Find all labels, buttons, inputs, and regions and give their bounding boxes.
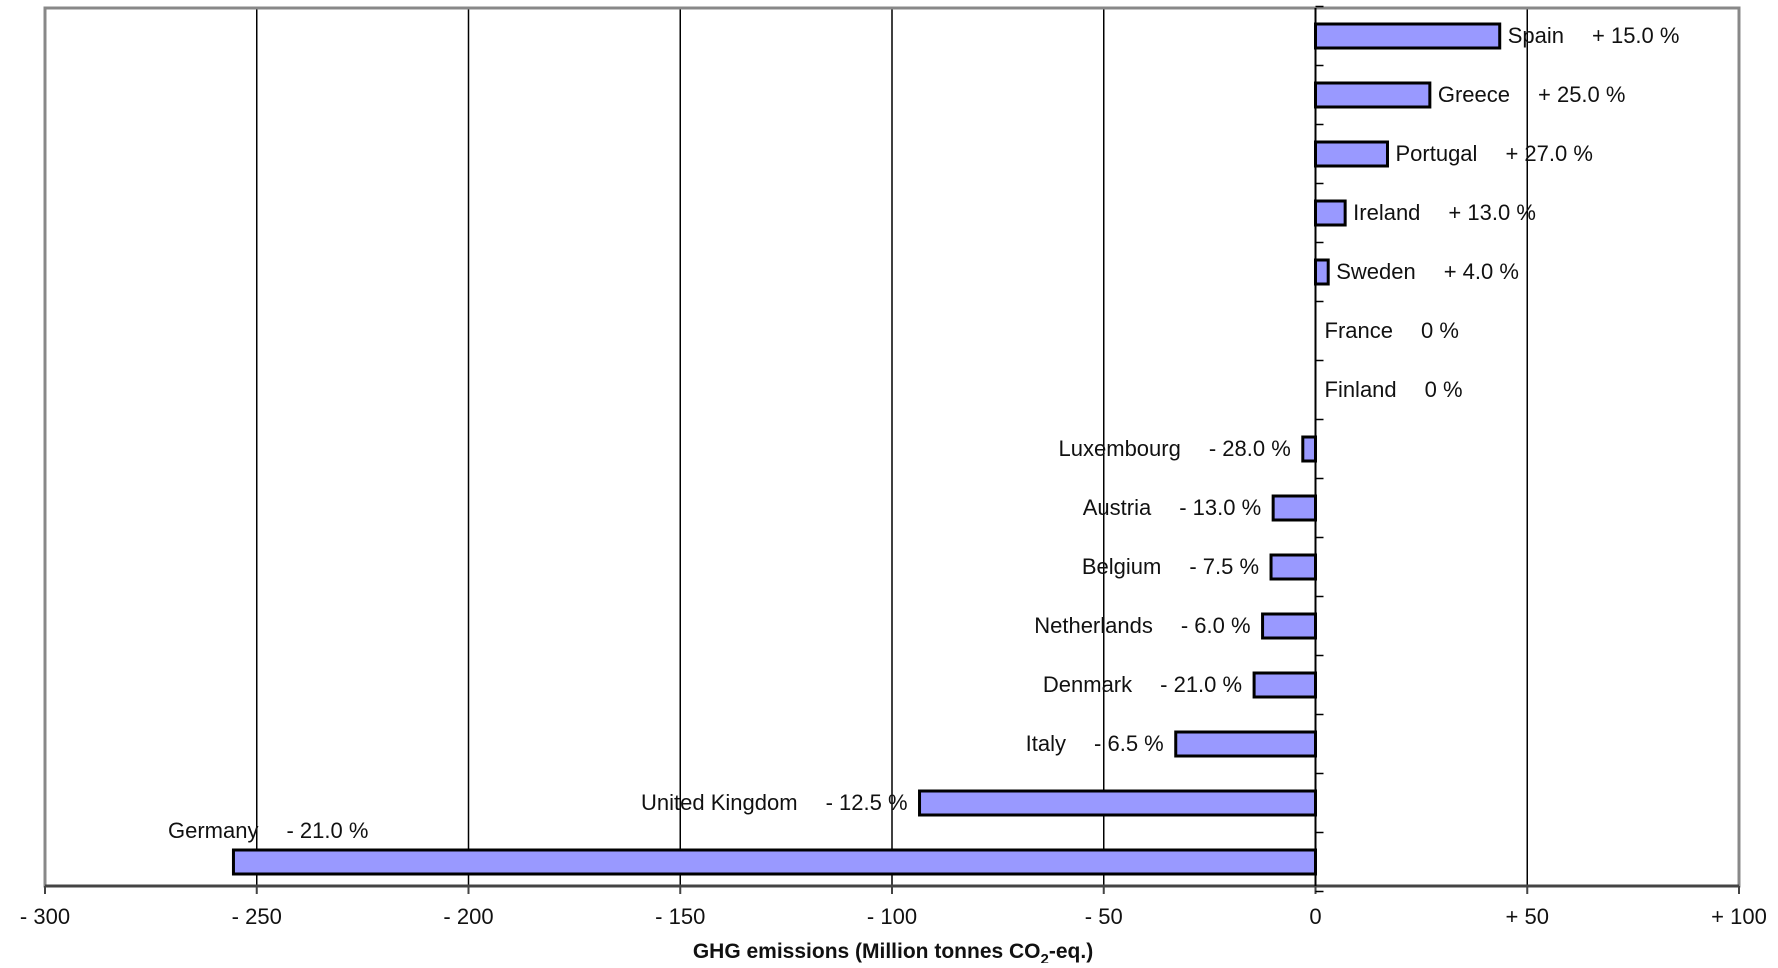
category-label: Denmark bbox=[1043, 672, 1133, 697]
bar bbox=[1314, 199, 1347, 227]
bar-label: - 6.0 % Netherlands bbox=[1034, 613, 1250, 638]
target-label: - 7.5 % bbox=[1189, 554, 1259, 579]
x-tick-label: - 150 bbox=[655, 904, 705, 929]
category-label: Greece bbox=[1438, 82, 1510, 107]
target-label: 0 % bbox=[1425, 377, 1463, 402]
bar-label: Germany - 21.0 % bbox=[168, 818, 368, 843]
bar-labels: Spain + 15.0 % Greece + 25.0 % Portugal + 27.… bbox=[168, 23, 1679, 843]
category-label: Netherlands bbox=[1034, 613, 1153, 638]
bar bbox=[1261, 612, 1317, 640]
x-axis: - 300 - 250 - 200 - 150 - 100 - 50 0 + 50 + 100 bbox=[20, 5, 1767, 929]
bar-label: Greece + 25.0 % bbox=[1438, 82, 1626, 107]
target-label: - 21.0 % bbox=[1160, 672, 1242, 697]
x-tick-label: + 50 bbox=[1506, 904, 1549, 929]
bar-label: - 6.5 % Italy bbox=[1026, 731, 1164, 756]
bar-label: - 7.5 % Belgium bbox=[1082, 554, 1259, 579]
x-tick-label: - 100 bbox=[867, 904, 917, 929]
category-label: Sweden bbox=[1336, 259, 1416, 284]
target-label: - 6.5 % bbox=[1094, 731, 1164, 756]
category-label: Portugal bbox=[1395, 141, 1477, 166]
bar-label: Ireland + 13.0 % bbox=[1353, 200, 1536, 225]
bar bbox=[1314, 140, 1389, 168]
bar-label: Sweden + 4.0 % bbox=[1336, 259, 1519, 284]
bar-label: Spain + 15.0 % bbox=[1508, 23, 1680, 48]
x-tick-label: + 100 bbox=[1711, 904, 1767, 929]
bar-label: - 13.0 % Austria bbox=[1083, 495, 1261, 520]
target-label: + 13.0 % bbox=[1448, 200, 1535, 225]
bar-label: Portugal + 27.0 % bbox=[1395, 141, 1592, 166]
bar bbox=[918, 789, 1318, 817]
bar bbox=[1269, 553, 1317, 581]
category-label: Ireland bbox=[1353, 200, 1420, 225]
target-label: + 15.0 % bbox=[1592, 23, 1679, 48]
category-label: Spain bbox=[1508, 23, 1564, 48]
x-tick-label: - 200 bbox=[443, 904, 493, 929]
bar-label: Finland 0 % bbox=[1325, 377, 1463, 402]
bar bbox=[1314, 258, 1330, 286]
x-axis-title: GHG emissions (Million tonnes CO2-eq.) bbox=[693, 940, 1093, 963]
category-label: Luxembourg bbox=[1059, 436, 1181, 461]
target-label: - 28.0 % bbox=[1209, 436, 1291, 461]
target-label: + 25.0 % bbox=[1538, 82, 1625, 107]
bar bbox=[1314, 81, 1432, 109]
bar bbox=[1271, 494, 1318, 522]
target-label: 0 % bbox=[1421, 318, 1459, 343]
bar-label: - 21.0 % Denmark bbox=[1043, 672, 1242, 697]
bar bbox=[1252, 671, 1318, 699]
category-label: Germany bbox=[168, 818, 258, 843]
x-tick-label: - 50 bbox=[1085, 904, 1123, 929]
bar bbox=[1314, 22, 1502, 50]
bar bbox=[1174, 730, 1317, 758]
target-label: - 6.0 % bbox=[1181, 613, 1251, 638]
bar bbox=[231, 848, 1317, 876]
bar-label: France 0 % bbox=[1325, 318, 1459, 343]
target-label: - 12.5 % bbox=[826, 790, 908, 815]
category-label: France bbox=[1325, 318, 1393, 343]
target-label: - 21.0 % bbox=[286, 818, 368, 843]
bar bbox=[1301, 435, 1318, 463]
category-label: Austria bbox=[1083, 495, 1152, 520]
category-label: Belgium bbox=[1082, 554, 1161, 579]
x-tick-label: 0 bbox=[1309, 904, 1321, 929]
bar-label: - 12.5 % United Kingdom bbox=[641, 790, 907, 815]
target-label: + 27.0 % bbox=[1505, 141, 1592, 166]
bars bbox=[231, 22, 1502, 876]
category-label: Italy bbox=[1026, 731, 1066, 756]
target-label: - 13.0 % bbox=[1179, 495, 1261, 520]
gridlines bbox=[256, 8, 1528, 886]
bar-label: - 28.0 % Luxembourg bbox=[1059, 436, 1291, 461]
target-label: + 4.0 % bbox=[1444, 259, 1519, 284]
category-label: Finland bbox=[1325, 377, 1397, 402]
category-label: United Kingdom bbox=[641, 790, 798, 815]
x-tick-label: - 300 bbox=[20, 904, 70, 929]
x-tick-label: - 250 bbox=[232, 904, 282, 929]
